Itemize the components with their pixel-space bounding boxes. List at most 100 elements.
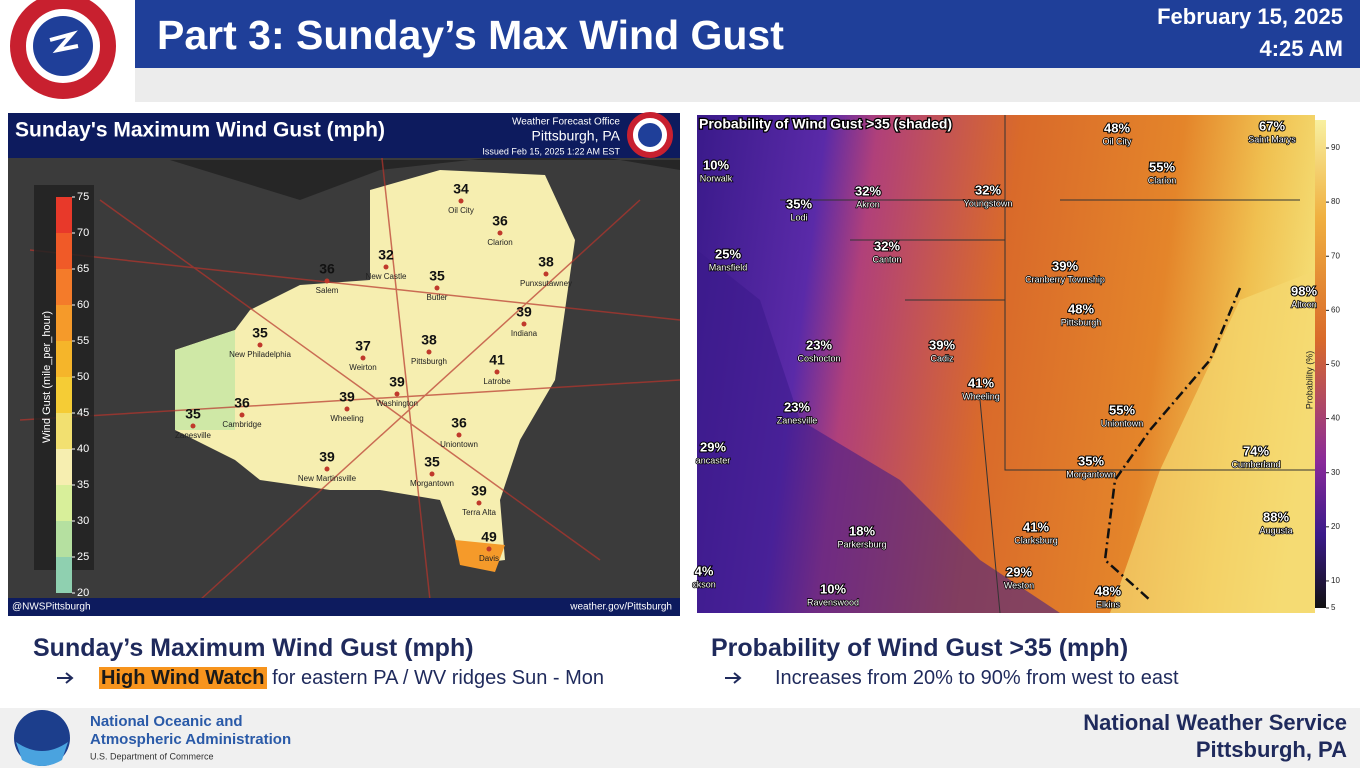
legend-tick-label: 50: [77, 371, 89, 383]
boundaries: [780, 115, 1342, 613]
legend-tick-label: 55: [77, 335, 89, 347]
header-bar: [0, 0, 1360, 68]
noaa-name: Atmospheric Administration: [90, 731, 291, 748]
city-dot: [458, 198, 464, 204]
footer-office: National Weather Service: [1083, 710, 1347, 735]
city-dot: [494, 369, 500, 375]
gust-value: 39: [516, 304, 532, 320]
lake: [8, 150, 680, 200]
legend-swatch: [56, 269, 72, 305]
city-name: Altoon: [1291, 299, 1317, 309]
legend-title: Wind Gust (mile_per_hour): [41, 311, 53, 443]
footer-band: [0, 708, 1360, 768]
header-band: [0, 68, 1360, 102]
city-dot: [426, 349, 432, 355]
city-name: Zanesville: [777, 415, 818, 425]
legend-swatch: [56, 233, 72, 269]
city-name: Butler: [427, 293, 448, 302]
city-name: Uniontown: [440, 440, 478, 449]
city-name: Norwalk: [700, 173, 733, 183]
city-name: Uniontown: [1101, 418, 1144, 428]
city-dot: [543, 271, 549, 277]
probability-value: 48%: [1095, 583, 1121, 598]
city-name: Akron: [856, 199, 880, 209]
lower-gust-area: [175, 330, 235, 430]
city-name: New Philadelphia: [229, 350, 291, 359]
legend-swatch: [56, 341, 72, 377]
probability-value: 32%: [975, 182, 1001, 197]
city-name: Mansfield: [709, 262, 748, 272]
credit: @NWSPittsburgh: [12, 602, 91, 613]
city-name: ckson: [692, 579, 716, 589]
city-name: ancaster: [696, 455, 731, 465]
city-name: Youngstown: [964, 198, 1013, 208]
city-name: Oil City: [1103, 136, 1132, 146]
colorbar-tick-label: 60: [1331, 305, 1340, 314]
gust-value: 36: [234, 395, 250, 411]
gust-value: 39: [389, 374, 405, 390]
gust-value: 36: [319, 261, 335, 277]
legend-tick-label: 30: [77, 515, 89, 527]
gust-value: 41: [489, 352, 505, 368]
probability-value: 32%: [855, 183, 881, 198]
colorbar-tick-label: 5: [1331, 603, 1336, 612]
watch-outline: [1103, 287, 1242, 601]
probability-value: 41%: [968, 375, 994, 390]
gust-value: 35: [429, 268, 445, 284]
probability-value: 39%: [1052, 258, 1078, 273]
colorbar-tick-label: 30: [1331, 468, 1340, 477]
city-name: New Martinsville: [298, 474, 357, 483]
city-dot: [486, 546, 492, 552]
city-name: Elkins: [1096, 599, 1121, 609]
probability-value: 23%: [784, 399, 810, 414]
city-name: Davis: [479, 554, 499, 563]
probability-value: 98%: [1291, 283, 1317, 298]
colorbar-tick-label: 40: [1331, 414, 1340, 423]
gust-value: 34: [453, 181, 469, 197]
probability-value: 88%: [1263, 509, 1289, 524]
city-name: Cranberry Township: [1025, 274, 1105, 284]
city-dot: [521, 321, 527, 327]
city-name: Salem: [316, 286, 339, 295]
low-probability-area: [697, 250, 1060, 613]
commerce: U.S. Department of Commerce: [90, 751, 214, 761]
city-dot: [239, 412, 245, 418]
caption-text: Increases from 20% to 90% from west to e…: [775, 667, 1179, 689]
probability-value: 74%: [1243, 443, 1269, 458]
nws-logo-bolt: [49, 30, 79, 54]
header-title: Part 3: Sunday’s Max Wind Gust: [157, 12, 784, 58]
colorbar-label: Probability (%): [1304, 351, 1314, 410]
forecast-area: [175, 170, 575, 565]
gust-value: 39: [319, 449, 335, 465]
city-dot: [190, 423, 196, 429]
gust-value: 35: [424, 454, 440, 470]
city-name: New Castle: [366, 272, 407, 281]
header-date: February 15, 2025: [1157, 4, 1343, 29]
probability-value: 48%: [1104, 120, 1130, 135]
city-name: Parkersburg: [837, 539, 886, 549]
probability-value: 67%: [1259, 118, 1285, 133]
city-name: Oil City: [448, 206, 474, 215]
probability-value: 4%: [695, 563, 714, 578]
city-name: Wheeling: [330, 414, 363, 423]
gust-value: 49: [481, 529, 497, 545]
legend-swatch: [56, 449, 72, 485]
gust-value: 38: [538, 254, 554, 270]
probability-value: 32%: [874, 238, 900, 253]
city-dot: [456, 432, 462, 438]
left-map-footer: [8, 598, 680, 616]
legend-tick-label: 70: [77, 227, 89, 239]
city-name: Pittsburgh: [411, 357, 447, 366]
probability-value: 39%: [929, 337, 955, 352]
city-dot: [429, 471, 435, 477]
legend-tick-label: 75: [77, 191, 89, 203]
credit: weather.gov/Pittsburgh: [569, 602, 672, 613]
legend-tick-label: 25: [77, 551, 89, 563]
legend-swatch: [56, 485, 72, 521]
city-name: Clarion: [487, 238, 512, 247]
colorbar-tick-label: 90: [1331, 143, 1340, 152]
city-dot: [394, 391, 400, 397]
city-name: Clarksburg: [1014, 535, 1058, 545]
city-name: Weirton: [349, 363, 376, 372]
probability-value: 35%: [1078, 453, 1104, 468]
